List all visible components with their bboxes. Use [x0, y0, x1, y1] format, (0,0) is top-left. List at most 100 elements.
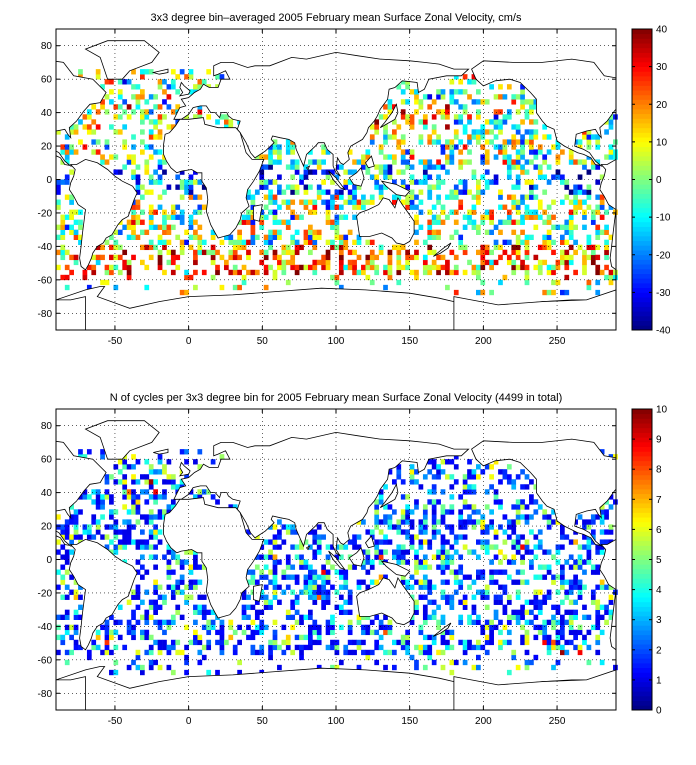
heatmap-cell [140, 149, 145, 155]
heatmap-cell [91, 104, 97, 110]
heatmap-cell [489, 259, 494, 266]
heatmap-cell [436, 519, 441, 525]
heatmap-cell [440, 519, 446, 525]
heatmap-cell [431, 519, 437, 525]
heatmap-cell [60, 639, 66, 646]
heatmap-cell [409, 544, 415, 550]
heatmap-cell [148, 219, 154, 225]
heatmap-cell [64, 284, 70, 291]
heatmap-cell [312, 599, 318, 605]
heatmap-cell [582, 164, 587, 170]
heatmap-cell [409, 474, 415, 480]
heatmap-cell [268, 549, 273, 555]
land-polygon [348, 166, 365, 187]
colorbar-segment [632, 413, 652, 419]
heatmap-cell [232, 264, 238, 271]
heatmap-cell [560, 149, 565, 155]
heatmap-cell [414, 109, 419, 115]
heatmap-cell [73, 529, 79, 535]
heatmap-cell [299, 214, 304, 220]
heatmap-cell [109, 499, 114, 505]
heatmap-cell [484, 169, 490, 175]
heatmap-cell [502, 119, 508, 125]
heatmap-cell [524, 129, 530, 135]
heatmap-cell [206, 669, 212, 676]
heatmap-cell [422, 594, 428, 600]
heatmap-cell [193, 269, 198, 276]
heatmap-cell [462, 109, 468, 115]
heatmap-cell [241, 629, 247, 636]
heatmap-cell [489, 639, 494, 646]
heatmap-cell [458, 204, 464, 210]
heatmap-cell [228, 504, 234, 510]
heatmap-cell [157, 194, 163, 200]
heatmap-cell [387, 169, 393, 175]
heatmap-cell [312, 244, 318, 251]
heatmap-cell [100, 514, 105, 520]
heatmap-cell [595, 224, 601, 230]
heatmap-cell [294, 214, 300, 220]
heatmap-cell [573, 189, 578, 195]
heatmap-cell [166, 504, 172, 510]
heatmap-cell [316, 184, 322, 190]
heatmap-cell [537, 529, 543, 535]
heatmap-cell [374, 519, 380, 525]
heatmap-cell [476, 519, 481, 525]
heatmap-cell [533, 134, 539, 140]
heatmap-cell [126, 159, 132, 165]
heatmap-cell [480, 254, 486, 261]
heatmap-cell [69, 214, 74, 220]
heatmap-cell [502, 624, 508, 631]
heatmap-cell [170, 584, 176, 590]
heatmap-cell [140, 89, 145, 95]
heatmap-cell [431, 129, 437, 135]
heatmap-cell [69, 539, 74, 545]
heatmap-cell [405, 634, 410, 641]
heatmap-cell [109, 514, 114, 520]
heatmap-cell [533, 509, 539, 515]
heatmap-cell [400, 89, 406, 95]
heatmap-cell [369, 259, 375, 266]
heatmap-cell [560, 569, 565, 575]
heatmap-cell [511, 194, 517, 200]
heatmap-cell [135, 234, 141, 240]
heatmap-cell [237, 269, 242, 276]
heatmap-cell [378, 529, 384, 535]
heatmap-cell [347, 639, 353, 646]
heatmap-cell [170, 124, 176, 130]
heatmap-cell [254, 599, 260, 605]
x-tick-label: 50 [257, 336, 269, 347]
heatmap-cell [184, 549, 189, 555]
heatmap-cell [555, 639, 561, 646]
heatmap-cell [595, 564, 601, 570]
heatmap-cell [148, 119, 154, 125]
heatmap-cell [361, 579, 366, 585]
heatmap-cell [471, 509, 477, 515]
heatmap-cell [365, 649, 371, 656]
heatmap-cell [462, 179, 468, 185]
heatmap-cell [573, 634, 578, 641]
heatmap-cell [259, 574, 265, 580]
heatmap-cell [140, 94, 145, 100]
heatmap-cell [325, 559, 331, 565]
heatmap-cell [431, 614, 437, 620]
heatmap-cell [144, 144, 150, 150]
heatmap-cell [224, 119, 229, 125]
heatmap-cell [445, 264, 450, 271]
heatmap-cell [577, 589, 583, 595]
heatmap-cell [414, 179, 419, 185]
heatmap-cell [476, 654, 481, 661]
heatmap-cell [533, 99, 539, 105]
heatmap-cell [303, 564, 309, 570]
heatmap-cell [383, 164, 388, 170]
heatmap-cell [193, 634, 198, 641]
heatmap-cell [453, 574, 459, 580]
heatmap-cell [537, 624, 543, 631]
heatmap-cell [215, 639, 220, 646]
heatmap-cell [551, 199, 556, 205]
heatmap-cell [498, 599, 503, 605]
heatmap-cell [157, 114, 163, 120]
heatmap-cell [453, 119, 459, 125]
colorbar-segment [632, 174, 652, 180]
